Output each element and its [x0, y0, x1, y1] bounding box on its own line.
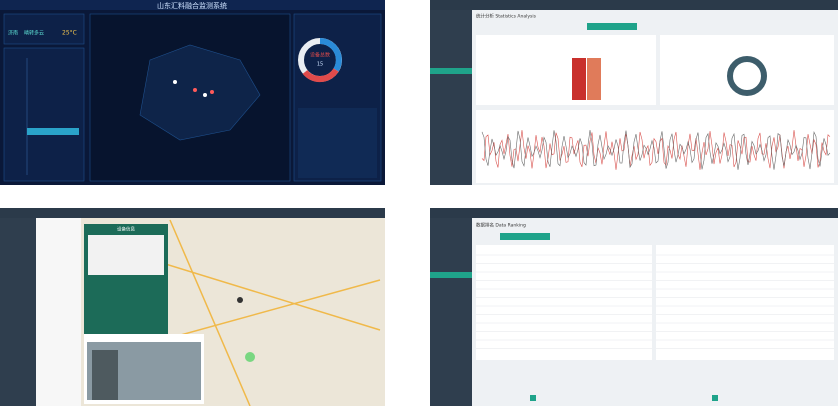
map-marker [210, 90, 214, 94]
statistics-panel: 统计分析 Statistics Analysis [430, 0, 838, 185]
sidebar [430, 10, 472, 185]
weather-box [3, 13, 85, 45]
topbar [0, 208, 385, 218]
line-card [476, 110, 834, 183]
tree-list [36, 218, 81, 406]
donut-seg [302, 68, 339, 83]
topbar [430, 208, 838, 218]
sidebar [0, 218, 36, 406]
highlight-bar [27, 128, 79, 135]
donut-seg [319, 38, 342, 72]
topbar [430, 0, 838, 10]
bar-card [476, 35, 656, 105]
weather-city: 济南 [8, 30, 18, 37]
table-right [656, 245, 834, 360]
popup-title: 设备信息 [117, 226, 135, 233]
map-panel: 设备信息 [0, 208, 385, 406]
map-marker [203, 93, 207, 97]
map-marker [245, 352, 255, 362]
list-box [3, 47, 85, 182]
sidebar-active [430, 68, 472, 74]
sidebar-active [430, 272, 472, 278]
ranking-panel: 数据排名 Data Ranking [430, 208, 838, 406]
donut [727, 56, 767, 96]
pager [530, 395, 536, 401]
bar [587, 58, 601, 100]
building [92, 350, 118, 400]
filter-buttons [500, 233, 550, 240]
line [481, 130, 831, 170]
weather-temp: 25°C [62, 30, 77, 37]
dashboard-panel: 山东汇料融合监测系统 济南 晴转多云 25°C 设备总数 15 [0, 0, 385, 185]
map-region [139, 44, 261, 141]
map-marker [237, 297, 243, 303]
ranking-title: 数据排名 Data Ranking [476, 222, 526, 229]
bar [572, 58, 586, 100]
map-marker [193, 88, 197, 92]
header [0, 0, 385, 10]
device-total: 15 [317, 62, 323, 68]
statistics-title: 统计分析 Statistics Analysis [476, 13, 537, 20]
table-left [476, 245, 652, 360]
popup-grid [88, 235, 164, 275]
line [481, 130, 831, 170]
sidebar [430, 218, 472, 406]
pager [712, 395, 718, 401]
alarm-table [298, 108, 377, 178]
weather-condition: 晴转多云 [24, 30, 44, 37]
table-rows [476, 254, 834, 349]
dashboard-title: 山东汇料融合监测系统 [157, 1, 227, 10]
query-buttons [587, 23, 637, 30]
device-total-label: 设备总数 [310, 52, 330, 59]
map-marker [173, 80, 177, 84]
